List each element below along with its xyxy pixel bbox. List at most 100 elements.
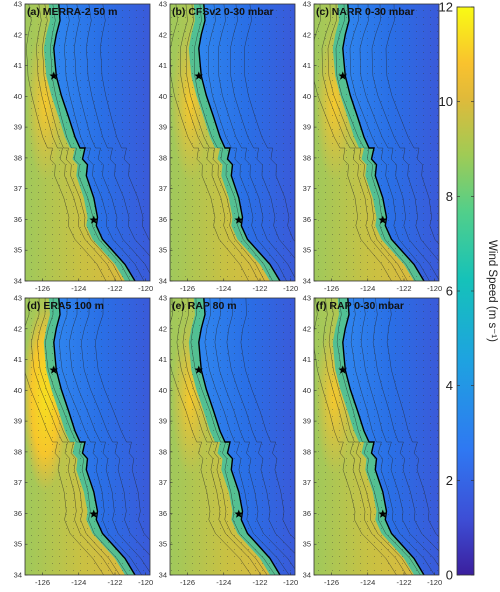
y-tick-label: 40 <box>159 92 167 101</box>
x-tick-label: -124 <box>71 284 86 293</box>
y-tick-label: 34 <box>14 277 22 286</box>
grid-points <box>170 298 295 575</box>
site-star-marker <box>338 71 348 80</box>
panels-layer: (a) MERRA-2 50 m 34 35 36 37 38 39 40 41 42 43 -126… <box>14 0 442 588</box>
y-tick-label: 43 <box>303 294 311 303</box>
y-tick-label: 41 <box>14 355 22 364</box>
x-tick-label: -126 <box>180 284 195 293</box>
y-tick-label: 42 <box>159 30 167 39</box>
y-tick-label: 34 <box>303 571 311 580</box>
y-tick-label: 35 <box>303 540 311 549</box>
y-tick-label: 42 <box>159 324 167 333</box>
y-tick-label: 38 <box>14 447 22 456</box>
coastline <box>53 298 136 575</box>
y-tick-label: 38 <box>159 153 167 162</box>
colorbar-tick-label: 4 <box>446 378 453 393</box>
colorbar-label: Wind Speed (m s⁻¹) <box>486 240 498 342</box>
panel-frame <box>24 297 151 576</box>
x-tick-label: -120 <box>427 284 442 293</box>
y-tick-label: 41 <box>14 61 22 70</box>
x-tick-label: -122 <box>252 578 267 587</box>
x-tick-label: -120 <box>138 284 153 293</box>
y-tick-label: 35 <box>303 246 311 255</box>
site-star-marker <box>338 365 348 374</box>
x-tick-label: -124 <box>360 578 375 587</box>
x-tick-label: -124 <box>216 284 231 293</box>
y-tick-label: 39 <box>14 123 22 132</box>
y-tick-label: 36 <box>159 215 167 224</box>
x-tick-label: -126 <box>324 284 339 293</box>
y-tick-label: 36 <box>303 509 311 518</box>
x-tick-label: -122 <box>396 284 411 293</box>
y-tick-label: 37 <box>159 184 167 193</box>
map-panel: (a) MERRA-2 50 m 34 35 36 37 38 39 40 41 42 43 -126… <box>14 0 153 293</box>
x-tick-label: -122 <box>252 284 267 293</box>
map-panel: (e) RAP 80 m 34 35 36 37 38 39 40 41 42 43 -126 -124… <box>159 294 298 588</box>
grid-points <box>25 4 150 281</box>
y-tick-label: 34 <box>303 277 311 286</box>
map-panel: (d) ERA5 100 m 34 35 36 37 38 39 40 41 42 43 -126 -1… <box>14 294 153 588</box>
y-tick-label: 38 <box>159 447 167 456</box>
y-tick-label: 41 <box>303 61 311 70</box>
y-tick-label: 38 <box>303 153 311 162</box>
site-star-marker <box>378 215 388 224</box>
coastline <box>342 298 425 575</box>
site-star-marker <box>49 365 59 374</box>
y-tick-label: 43 <box>14 0 22 9</box>
map-panel: (f) RAP 0-30 mbar 34 35 36 37 38 39 40 41 42 43 -12… <box>303 294 442 588</box>
panel-title: (e) RAP 80 m <box>172 300 237 312</box>
y-tick-label: 39 <box>159 417 167 426</box>
site-star-marker <box>194 71 204 80</box>
y-tick-label: 42 <box>14 324 22 333</box>
y-tick-label: 39 <box>303 417 311 426</box>
y-tick-label: 37 <box>14 184 22 193</box>
colorbar-tick-label: 10 <box>439 94 453 109</box>
x-tick-label: -120 <box>283 284 298 293</box>
site-star-marker <box>234 509 244 518</box>
y-tick-label: 36 <box>14 509 22 518</box>
y-tick-label: 35 <box>159 246 167 255</box>
y-tick-label: 36 <box>303 215 311 224</box>
panel-title: (d) ERA5 100 m <box>27 300 104 312</box>
colorbar-tick-label: 0 <box>446 568 453 583</box>
y-tick-label: 40 <box>14 92 22 101</box>
y-tick-label: 41 <box>159 61 167 70</box>
x-tick-label: -120 <box>427 578 442 587</box>
y-tick-label: 40 <box>303 386 311 395</box>
x-tick-label: -122 <box>107 578 122 587</box>
x-tick-label: -120 <box>138 578 153 587</box>
x-tick-label: -126 <box>35 578 50 587</box>
y-tick-label: 36 <box>159 509 167 518</box>
y-tick-label: 40 <box>159 386 167 395</box>
y-tick-label: 43 <box>14 294 22 303</box>
y-tick-label: 34 <box>159 571 167 580</box>
y-tick-label: 43 <box>303 0 311 9</box>
x-tick-label: -124 <box>216 578 231 587</box>
coastline <box>53 4 136 281</box>
colorbar-tick-label: 8 <box>446 189 453 204</box>
y-tick-label: 38 <box>303 447 311 456</box>
site-star-marker <box>234 215 244 224</box>
y-tick-label: 40 <box>303 92 311 101</box>
y-tick-label: 39 <box>14 417 22 426</box>
panel-frame <box>313 297 440 576</box>
panel-title: (c) NARR 0-30 mbar <box>316 6 415 18</box>
x-tick-label: -124 <box>360 284 375 293</box>
panel-frame <box>313 3 440 282</box>
grid-points <box>314 4 439 281</box>
site-star-marker <box>89 509 99 518</box>
colorbar-tick-label: 6 <box>446 284 453 299</box>
y-tick-label: 39 <box>159 123 167 132</box>
panel-frame <box>24 3 151 282</box>
grid-points <box>314 298 439 575</box>
y-tick-label: 34 <box>14 571 22 580</box>
panel-title: (f) RAP 0-30 mbar <box>316 300 404 312</box>
y-tick-label: 35 <box>14 246 22 255</box>
grid-points <box>170 4 295 281</box>
coastline <box>198 298 281 575</box>
y-tick-label: 42 <box>303 30 311 39</box>
grid-points <box>25 298 150 575</box>
x-tick-label: -120 <box>283 578 298 587</box>
colorbar-tick-label: 12 <box>439 0 453 15</box>
